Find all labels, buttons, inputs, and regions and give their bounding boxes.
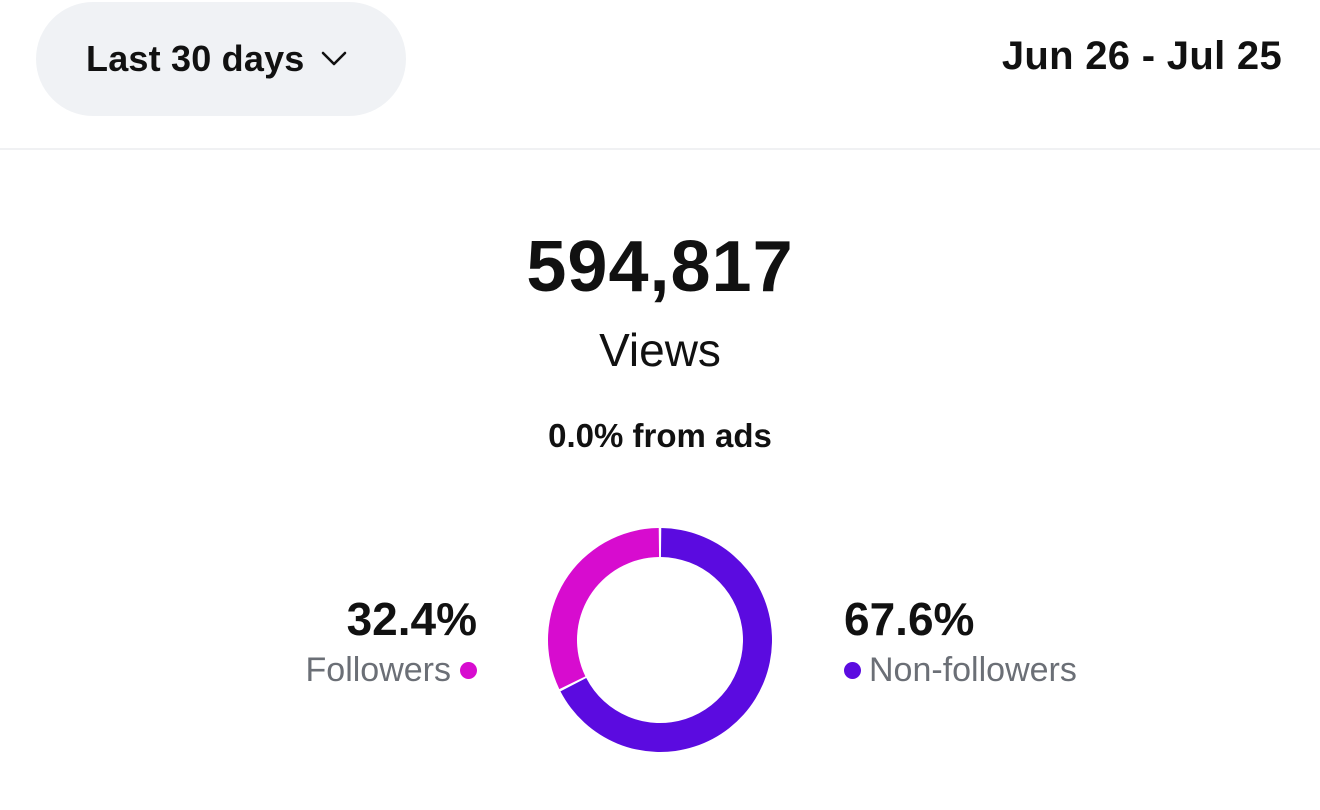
non-followers-legend-label: Non-followers (869, 651, 1077, 689)
followers-legend: Followers (306, 648, 477, 692)
non-followers-percentage: 67.6% (844, 593, 975, 645)
followers-stat: 32.4% Followers (306, 592, 477, 692)
date-range: Jun 26 - Jul 25 (1001, 34, 1282, 78)
non-followers-legend-dot (844, 661, 861, 679)
views-count: 594,817 (526, 227, 794, 307)
header-divider (0, 148, 1320, 150)
donut-slice-followers (548, 528, 660, 690)
non-followers-legend: Non-followers (844, 648, 1077, 692)
chevron-down-icon (321, 51, 347, 67)
non-followers-stat: 67.6% Non-followers (844, 592, 1077, 692)
followers-percentage: 32.4% (346, 593, 477, 645)
period-dropdown[interactable]: Last 30 days (36, 2, 406, 116)
audience-donut-chart (548, 528, 772, 752)
followers-legend-dot (460, 661, 477, 679)
period-dropdown-label: Last 30 days (86, 38, 305, 79)
ads-percentage-text: 0.0% from ads (548, 417, 772, 454)
views-label: Views (599, 324, 721, 376)
followers-legend-label: Followers (305, 651, 451, 689)
